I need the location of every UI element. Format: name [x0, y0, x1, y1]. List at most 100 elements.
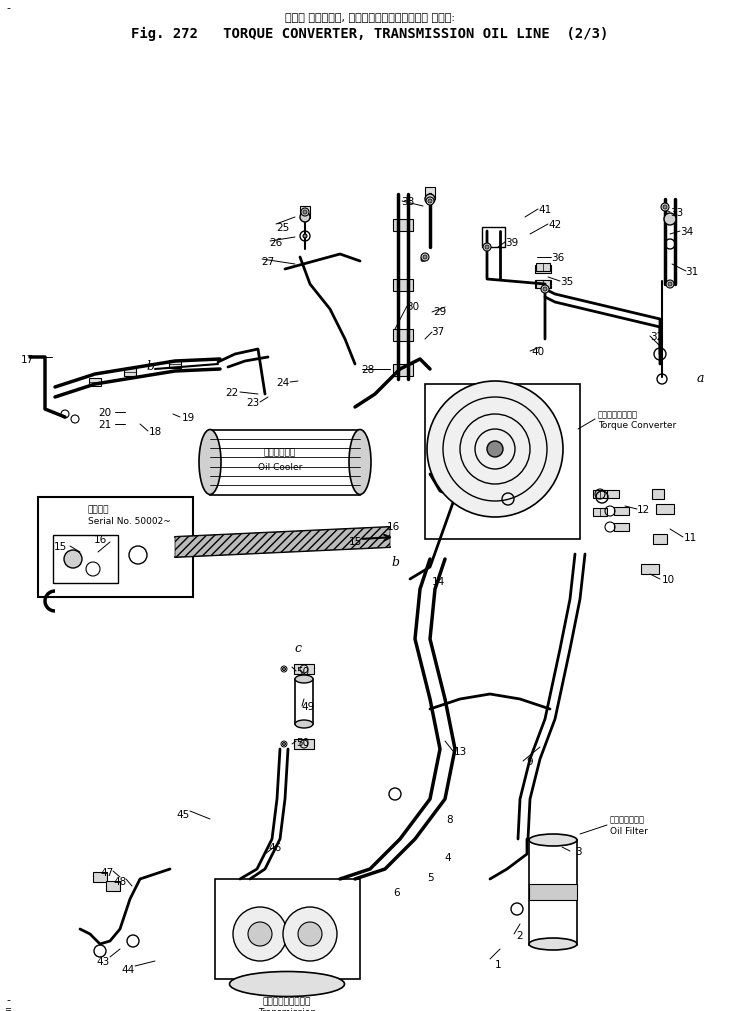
- Circle shape: [427, 381, 563, 518]
- Text: 23: 23: [246, 397, 259, 407]
- Text: 24: 24: [276, 378, 290, 387]
- Circle shape: [663, 206, 667, 210]
- Text: c: c: [295, 641, 302, 654]
- Bar: [169, 361, 181, 369]
- Text: 2: 2: [517, 930, 523, 940]
- Text: -: -: [6, 994, 10, 1004]
- Circle shape: [426, 198, 434, 206]
- Text: 10: 10: [661, 574, 675, 584]
- Text: a: a: [696, 371, 704, 384]
- Bar: [641, 564, 659, 574]
- Text: 16: 16: [93, 535, 106, 545]
- Bar: [536, 281, 550, 289]
- Bar: [536, 264, 550, 272]
- Bar: [535, 281, 551, 289]
- Text: =: =: [4, 1005, 12, 1011]
- Text: 29: 29: [433, 306, 446, 316]
- Text: Oil Cooler: Oil Cooler: [258, 463, 302, 472]
- Bar: [656, 504, 674, 515]
- Text: 42: 42: [548, 219, 562, 229]
- Bar: [593, 509, 607, 517]
- Circle shape: [64, 550, 82, 568]
- Bar: [393, 365, 413, 377]
- Text: 16: 16: [386, 522, 400, 532]
- Text: オイルフィルタ: オイルフィルタ: [610, 815, 645, 824]
- Bar: [393, 280, 413, 292]
- Circle shape: [282, 743, 285, 746]
- Circle shape: [298, 922, 322, 946]
- Text: 適用号機: 適用号機: [88, 506, 109, 514]
- Text: 44: 44: [121, 964, 134, 974]
- Text: 30: 30: [406, 301, 420, 311]
- Circle shape: [233, 907, 287, 961]
- Text: 28: 28: [361, 365, 375, 375]
- Bar: [482, 227, 505, 248]
- Circle shape: [303, 235, 307, 239]
- Text: トルク コンバータ, トランスミッションオイル ライン:: トルク コンバータ, トランスミッションオイル ライン:: [285, 13, 455, 23]
- Text: 41: 41: [539, 205, 551, 214]
- Ellipse shape: [295, 675, 313, 683]
- Text: 33: 33: [670, 208, 684, 217]
- Ellipse shape: [349, 430, 371, 495]
- Text: b: b: [146, 360, 154, 373]
- Bar: [124, 369, 136, 377]
- Text: 3: 3: [575, 846, 582, 856]
- Circle shape: [300, 212, 310, 222]
- Text: b: b: [391, 556, 399, 569]
- Circle shape: [248, 922, 272, 946]
- Text: 17: 17: [21, 355, 34, 365]
- Ellipse shape: [295, 720, 313, 728]
- Text: トランスミッション: トランスミッション: [263, 997, 311, 1006]
- Circle shape: [666, 281, 674, 289]
- Text: Torque Converter: Torque Converter: [598, 421, 676, 429]
- Ellipse shape: [529, 938, 577, 950]
- Text: 35: 35: [560, 277, 573, 287]
- Text: 20: 20: [98, 407, 112, 418]
- Circle shape: [421, 254, 429, 262]
- Bar: [425, 384, 580, 540]
- Circle shape: [282, 668, 285, 671]
- Bar: [529, 840, 577, 945]
- Text: 40: 40: [531, 347, 545, 357]
- Bar: [295, 679, 313, 724]
- Text: 39: 39: [505, 238, 519, 248]
- Circle shape: [301, 209, 309, 216]
- Text: オイルクーラ: オイルクーラ: [264, 448, 296, 457]
- Bar: [393, 219, 413, 232]
- Text: 36: 36: [551, 253, 565, 263]
- Bar: [535, 266, 551, 274]
- Text: 1: 1: [494, 959, 501, 969]
- Ellipse shape: [230, 972, 344, 997]
- Text: 19: 19: [181, 412, 194, 423]
- Text: 34: 34: [681, 226, 694, 237]
- Text: 32: 32: [650, 332, 664, 342]
- Circle shape: [303, 210, 307, 214]
- Circle shape: [425, 195, 435, 205]
- Circle shape: [428, 200, 432, 204]
- Circle shape: [483, 244, 491, 252]
- Bar: [38, 497, 193, 598]
- Text: 45: 45: [177, 809, 190, 819]
- Bar: [106, 882, 120, 891]
- Bar: [653, 535, 667, 545]
- Text: 37: 37: [432, 327, 445, 337]
- Circle shape: [485, 246, 489, 250]
- Text: 11: 11: [684, 533, 697, 543]
- Bar: [529, 885, 577, 900]
- Circle shape: [543, 288, 547, 292]
- Text: 6: 6: [394, 887, 401, 897]
- Bar: [215, 880, 360, 979]
- Text: 25: 25: [276, 222, 290, 233]
- Text: 22: 22: [225, 387, 239, 397]
- Text: 12: 12: [636, 504, 650, 515]
- Text: 49: 49: [302, 702, 315, 712]
- Bar: [210, 431, 360, 495]
- Text: -: -: [6, 3, 10, 13]
- Text: 5: 5: [426, 872, 433, 883]
- Text: 8: 8: [446, 814, 453, 824]
- Text: 50: 50: [296, 737, 310, 747]
- Text: 43: 43: [96, 956, 109, 967]
- Bar: [393, 330, 413, 342]
- Bar: [89, 379, 101, 386]
- Text: 27: 27: [262, 257, 275, 267]
